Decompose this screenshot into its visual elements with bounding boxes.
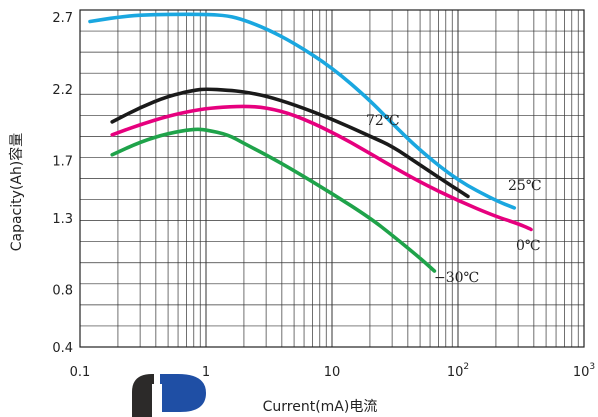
series-line-30C xyxy=(110,127,437,273)
y-tick-label: 2.7 xyxy=(52,11,73,26)
series-line-25C xyxy=(88,12,517,210)
y-tick-label: 1.7 xyxy=(52,155,73,170)
x-tick-label-exponent: 2 xyxy=(463,362,469,372)
grid xyxy=(79,9,585,348)
watermark-logo xyxy=(132,374,206,417)
y-tick-label: 0.8 xyxy=(52,284,73,299)
x-tick-label-base: 0.1 xyxy=(70,365,91,380)
series-line-72C xyxy=(110,87,470,199)
x-tick-label: 10 xyxy=(324,365,341,380)
plot-frame xyxy=(79,9,585,348)
x-tick-labels: 0.1 1 10 102 103 xyxy=(70,362,595,380)
y-tick-labels: 0.4 0.8 1.3 1.7 2.2 2.7 xyxy=(52,11,73,356)
x-tick-label: 102 xyxy=(447,362,469,380)
x-tick-label: 1 xyxy=(202,365,210,380)
x-tick-label-base: 10 xyxy=(447,365,464,380)
series-line-0C xyxy=(110,104,533,232)
series-label: 72℃ xyxy=(366,113,399,129)
y-tick-label: 2.2 xyxy=(52,83,73,98)
y-tick-label: 1.3 xyxy=(52,212,73,227)
plot-border xyxy=(79,9,585,348)
x-tick-label-exponent: 3 xyxy=(589,362,595,372)
series-label: 0℃ xyxy=(516,238,541,254)
x-tick-label: 103 xyxy=(573,362,595,380)
x-tick-label-base: 10 xyxy=(573,365,590,380)
series-label: −30℃ xyxy=(434,270,479,286)
series-labels: 72℃ 25℃ 0℃ −30℃ xyxy=(366,113,541,286)
x-tick-label-base: 10 xyxy=(324,365,341,380)
series-label: 25℃ xyxy=(508,178,541,194)
x-tick-label: 0.1 xyxy=(70,365,91,380)
series-lines xyxy=(88,12,533,273)
y-axis-title: Capacity(Ah)容量 xyxy=(8,133,25,252)
x-axis-title: Current(mA)电流 xyxy=(263,399,378,415)
y-tick-label: 0.4 xyxy=(52,341,73,356)
x-tick-label-base: 1 xyxy=(202,365,210,380)
